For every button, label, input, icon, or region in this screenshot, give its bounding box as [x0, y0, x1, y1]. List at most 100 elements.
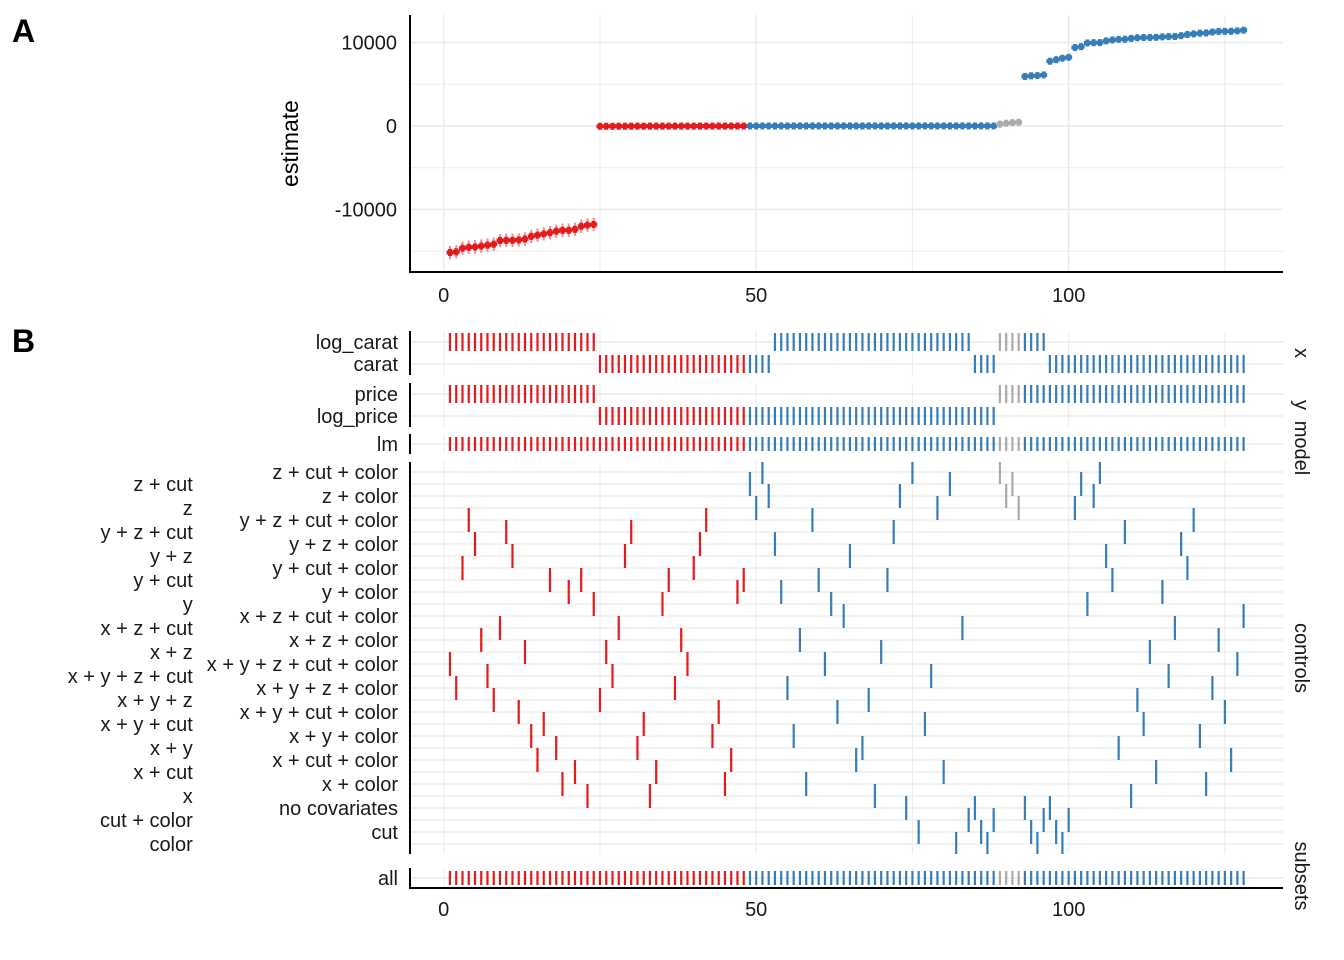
- estimate-point-cross: [1072, 44, 1077, 52]
- estimate-point-cross: [1197, 29, 1202, 37]
- estimate-point-cross: [791, 122, 796, 130]
- estimate-point-cross: [779, 122, 784, 130]
- controls-level-label: x: [183, 786, 193, 808]
- estimate-point-cross: [772, 122, 777, 130]
- estimate-point-cross: [904, 122, 909, 130]
- estimate-point-cross: [729, 122, 734, 130]
- strip-label-x: x: [1290, 348, 1312, 358]
- estimate-point-cross: [1016, 118, 1021, 126]
- estimate-point-cross: [1172, 33, 1177, 41]
- estimate-point-cross: [447, 248, 452, 256]
- controls-level-label: z + cut + color: [272, 462, 398, 484]
- x-tick-label-a: 0: [438, 285, 449, 307]
- estimate-point-cross: [579, 222, 584, 230]
- estimate-point-cross: [766, 122, 771, 130]
- estimate-point-cross: [879, 122, 884, 130]
- estimate-point-cross: [829, 122, 834, 130]
- estimate-point-cross: [822, 122, 827, 130]
- x-tick-label-b: 100: [1052, 899, 1085, 921]
- estimate-point-cross: [841, 122, 846, 130]
- panel-b-letter: B: [12, 323, 35, 359]
- estimate-point-cross: [810, 122, 815, 130]
- estimate-point-cross: [966, 122, 971, 130]
- estimate-point-cross: [660, 122, 665, 130]
- estimate-point-cross: [616, 122, 621, 130]
- estimate-point-cross: [1122, 35, 1127, 43]
- estimate-point-cross: [466, 243, 471, 251]
- estimate-point-cross: [710, 122, 715, 130]
- estimate-point-cross: [472, 243, 477, 251]
- estimate-point-cross: [866, 122, 871, 130]
- panel-a-points: [446, 26, 1248, 260]
- estimate-point-cross: [954, 122, 959, 130]
- estimate-point-cross: [504, 236, 509, 244]
- controls-level-label: no covariates: [279, 798, 398, 820]
- estimate-point-cross: [1222, 27, 1227, 35]
- estimate-point-cross: [1154, 33, 1159, 41]
- estimate-point-cross: [1141, 34, 1146, 42]
- estimate-point-cross: [1097, 39, 1102, 47]
- estimate-point-cross: [991, 122, 996, 130]
- estimate-point-cross: [1035, 72, 1040, 80]
- estimate-point-cross: [485, 241, 490, 249]
- estimate-point-cross: [629, 122, 634, 130]
- estimate-point-cross: [1116, 35, 1121, 43]
- x-level-label: log_carat: [316, 332, 399, 354]
- estimate-point-cross: [497, 237, 502, 245]
- estimate-point-cross: [597, 122, 602, 130]
- estimate-point-cross: [1160, 33, 1165, 41]
- strip-label-model: model: [1290, 421, 1312, 475]
- estimate-point-cross: [1022, 72, 1027, 80]
- estimate-point-cross: [785, 122, 790, 130]
- estimate-point-cross: [554, 227, 559, 235]
- y-tick-label: 10000: [341, 33, 397, 55]
- estimate-point-cross: [985, 122, 990, 130]
- estimate-point-cross: [516, 236, 521, 244]
- estimate-point-cross: [760, 122, 765, 130]
- estimate-point-cross: [741, 122, 746, 130]
- x-tick-label-a: 50: [745, 285, 767, 307]
- estimate-point-cross: [1060, 54, 1065, 62]
- estimate-point-cross: [1179, 32, 1184, 40]
- panel-a-letter: A: [12, 13, 35, 49]
- estimate-point-cross: [1110, 36, 1115, 44]
- estimate-point-cross: [666, 122, 671, 130]
- strip-label-y: y: [1290, 400, 1312, 410]
- y-tick-label: 0: [386, 116, 397, 138]
- model-level-label: lm: [377, 434, 398, 456]
- controls-level-label: z: [183, 498, 193, 520]
- estimate-point-cross: [1135, 34, 1140, 42]
- y-level-label: price: [355, 384, 398, 406]
- estimate-point-cross: [566, 226, 571, 234]
- estimate-point-cross: [560, 226, 565, 234]
- controls-level-label: color: [149, 834, 193, 856]
- controls-level-label: z + color: [322, 486, 398, 508]
- panel-b-ticks: [448, 333, 1245, 885]
- controls-level-label: x + z: [150, 642, 193, 664]
- estimate-point-cross: [1204, 29, 1209, 37]
- controls-level-label: cut: [371, 822, 398, 844]
- controls-level-label: y: [183, 594, 193, 616]
- estimate-point-cross: [1216, 27, 1221, 35]
- estimate-point-cross: [704, 122, 709, 130]
- estimate-point-cross: [1129, 34, 1134, 42]
- estimate-point-cross: [1066, 53, 1071, 61]
- y-axis-title: estimate: [277, 100, 303, 187]
- x-level-label: carat: [354, 354, 399, 376]
- estimate-point-cross: [722, 122, 727, 130]
- controls-level-label: x + z + cut + color: [240, 606, 399, 628]
- estimate-point-cross: [1091, 39, 1096, 47]
- estimate-point-cross: [610, 122, 615, 130]
- controls-level-label: x + y + cut: [101, 714, 194, 736]
- estimate-point-cross: [454, 248, 459, 256]
- controls-level-label: y + cut + color: [272, 558, 398, 580]
- estimate-point-cross: [1010, 119, 1015, 127]
- estimate-point-cross: [854, 122, 859, 130]
- estimate-point-cross: [535, 231, 540, 239]
- estimate-point-cross: [1235, 27, 1240, 35]
- estimate-point-cross: [1147, 33, 1152, 41]
- estimate-point-cross: [1004, 119, 1009, 127]
- controls-level-label: x + z + cut: [101, 618, 194, 640]
- estimate-point-cross: [1241, 26, 1246, 34]
